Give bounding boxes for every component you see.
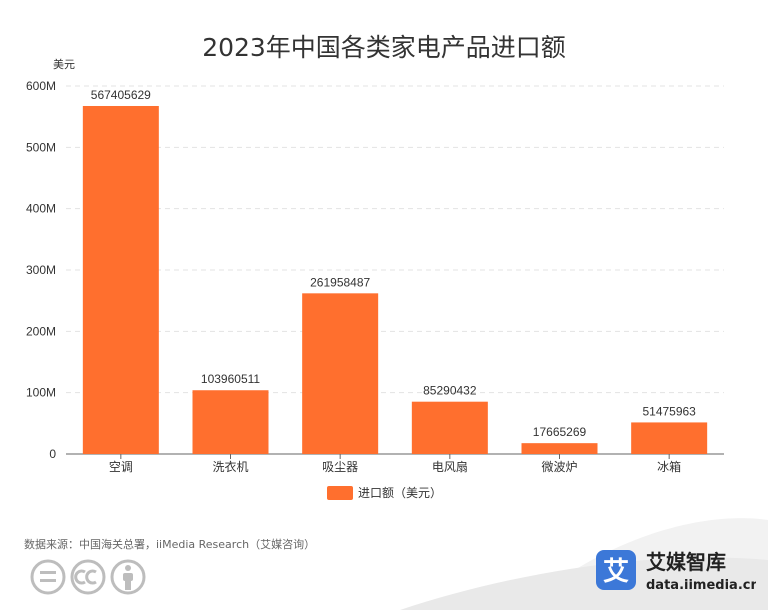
bar[interactable]	[631, 422, 708, 454]
brand-url: data.iimedia.cn	[646, 578, 756, 593]
cc-icon	[70, 559, 106, 595]
y-tick-label: 200M	[26, 324, 56, 338]
equals-icon	[30, 559, 66, 595]
brand-logo[interactable]: 艾 艾媒智库 data.iimedia.cn	[596, 548, 756, 596]
y-tick-label: 600M	[26, 79, 56, 93]
bar[interactable]	[521, 443, 598, 454]
legend-swatch[interactable]	[327, 486, 353, 500]
bar-value-label: 51475963	[642, 404, 696, 418]
source-note: 数据来源：中国海关总署，iiMedia Research（艾媒咨询）	[24, 538, 316, 551]
y-tick-label: 100M	[26, 386, 56, 400]
x-tick-label: 空调	[109, 460, 133, 474]
bar[interactable]	[302, 293, 379, 454]
brand-mark-glyph: 艾	[603, 557, 629, 587]
y-axis-unit: 美元	[53, 58, 75, 71]
x-tick-label: 电风扇	[432, 459, 468, 474]
bar-value-label: 17665269	[533, 425, 587, 439]
y-tick-label: 500M	[26, 140, 56, 154]
gridlines	[66, 85, 724, 394]
brand-name: 艾媒智库	[646, 550, 726, 574]
bar-value-label: 567405629	[91, 88, 151, 102]
x-tick-label: 微波炉	[541, 460, 577, 474]
x-tick-label: 洗衣机	[212, 459, 248, 474]
y-tick-label: 0	[49, 447, 56, 461]
bar-value-label: 85290432	[423, 384, 477, 398]
y-axis-ticks: 0 100M 200M 300M 400M 500M 600M	[26, 79, 56, 461]
chart: 2023年中国各类家电产品进口额 美元 0 100M 200M 300M 400M 500…	[26, 33, 724, 500]
legend-label[interactable]: 进口额（美元）	[358, 486, 442, 500]
bars: 567405629 空调 103960511 洗衣机 261958487 吸尘器 85290…	[82, 88, 708, 474]
chart-title: 2023年中国各类家电产品进口额	[202, 33, 566, 62]
brand-mark	[596, 550, 636, 590]
x-tick-label: 吸尘器	[322, 460, 358, 474]
y-tick-label: 400M	[26, 202, 56, 216]
bar[interactable]	[192, 390, 269, 454]
legend[interactable]: 进口额（美元）	[327, 486, 442, 500]
x-tick-label: 冰箱	[657, 459, 681, 474]
bar[interactable]	[411, 401, 488, 454]
person-icon	[110, 559, 146, 595]
bar-value-label: 261958487	[310, 275, 370, 289]
license-icons	[30, 559, 146, 595]
y-tick-label: 300M	[26, 263, 56, 277]
bar[interactable]	[82, 105, 159, 454]
bar-value-label: 103960511	[201, 372, 261, 386]
